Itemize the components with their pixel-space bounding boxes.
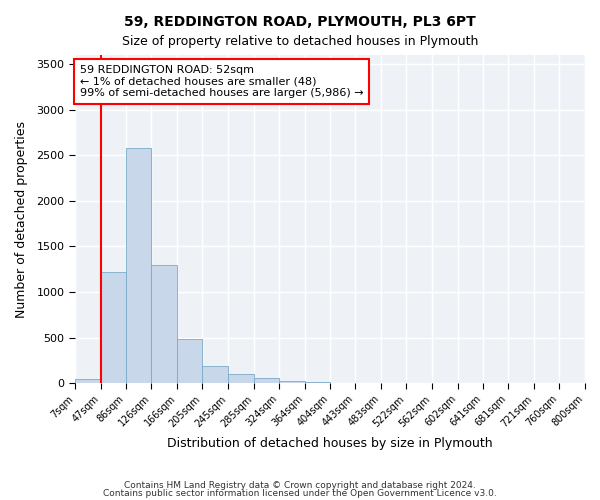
Bar (101, 272, 125, 383)
Y-axis label: Number of detached properties: Number of detached properties (15, 120, 28, 318)
Bar (177, 340, 202, 383)
Text: 59, REDDINGTON ROAD, PLYMOUTH, PL3 6PT: 59, REDDINGTON ROAD, PLYMOUTH, PL3 6PT (124, 15, 476, 29)
Bar (75, 378, 101, 383)
Bar (228, 374, 254, 383)
Bar (305, 382, 330, 383)
Bar (151, 264, 177, 383)
Text: Contains public sector information licensed under the Open Government Licence v3: Contains public sector information licen… (103, 489, 497, 498)
X-axis label: Distribution of detached houses by size in Plymouth: Distribution of detached houses by size … (167, 437, 493, 450)
Bar (125, 148, 151, 383)
Text: Contains HM Land Registry data © Crown copyright and database right 2024.: Contains HM Land Registry data © Crown c… (124, 480, 476, 490)
Bar (279, 380, 305, 383)
Bar (254, 378, 279, 383)
Text: Size of property relative to detached houses in Plymouth: Size of property relative to detached ho… (122, 35, 478, 48)
Bar (202, 366, 228, 383)
Text: 59 REDDINGTON ROAD: 52sqm
← 1% of detached houses are smaller (48)
99% of semi-d: 59 REDDINGTON ROAD: 52sqm ← 1% of detach… (80, 65, 364, 98)
